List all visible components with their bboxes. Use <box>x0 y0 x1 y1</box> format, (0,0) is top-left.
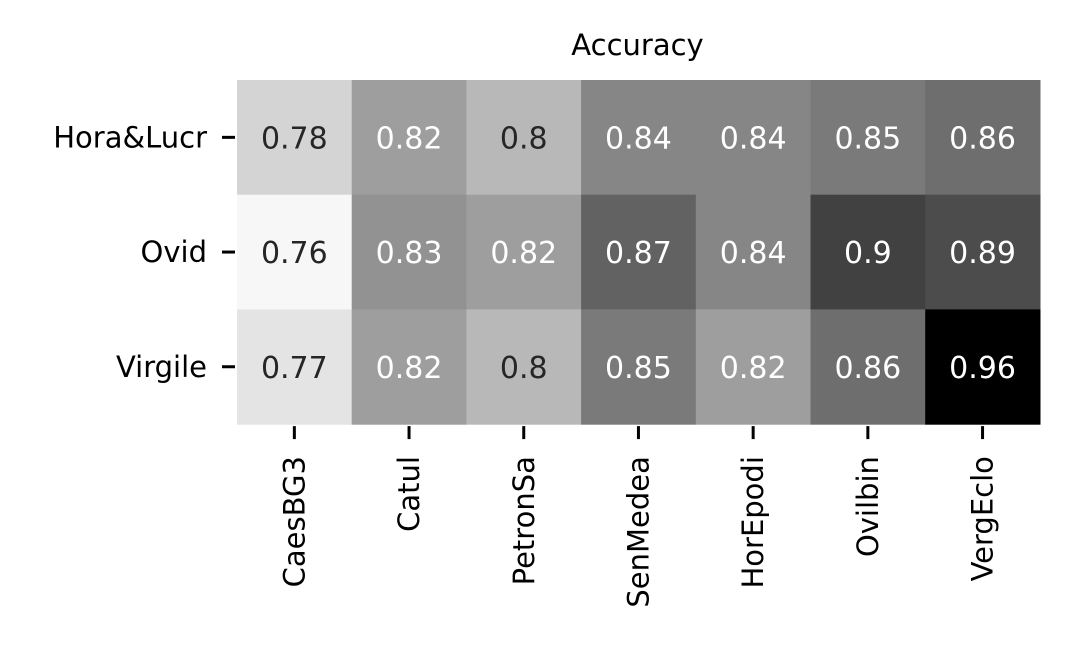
heatmap-cell <box>466 194 582 310</box>
cell-value-label: 0.82 <box>490 236 557 271</box>
axis-ticks: Hora&Lucr Ovid Virgile CaesBG3 Catul PetronSa… <box>53 120 999 607</box>
cell-value-label: 0.85 <box>834 121 901 156</box>
x-tick-label: Ovilbin <box>851 456 885 557</box>
heatmap-cell <box>925 80 1041 196</box>
x-tick-label: PetronSa <box>507 456 541 585</box>
heatmap-cell <box>351 80 467 196</box>
heatmap-cell <box>237 309 353 425</box>
heatmap-cell <box>466 80 582 196</box>
x-tick-label: Catul <box>392 456 426 532</box>
cell-value-label: 0.87 <box>605 236 672 271</box>
cell-value-label: 0.86 <box>949 121 1016 156</box>
cell-value-label: 0.76 <box>261 236 328 271</box>
heatmap-cell <box>695 194 812 310</box>
heatmap-cell <box>925 194 1041 310</box>
x-tick-label: HorEpodi <box>736 456 770 588</box>
x-tick-label: CaesBG3 <box>277 456 311 587</box>
cell-value-label: 0.82 <box>376 121 443 156</box>
heatmap-cell <box>810 80 926 196</box>
cell-value-label: 0.85 <box>605 351 672 386</box>
cell-value-label: 0.8 <box>500 351 548 386</box>
x-tick-label: SenMedea <box>621 456 655 608</box>
cell-value-label: 0.82 <box>720 351 787 386</box>
cell-value-label: 0.84 <box>720 121 787 156</box>
heatmap-cell <box>695 309 812 425</box>
y-tick-label: Hora&Lucr <box>53 120 207 154</box>
heatmap-cell <box>925 309 1041 425</box>
heatmap-cell <box>351 309 467 425</box>
cell-value-label: 0.82 <box>376 351 443 386</box>
heatmap-cell <box>351 194 467 310</box>
heatmap-cell <box>810 194 926 310</box>
heatmap-cell <box>581 194 697 310</box>
heatmap-cell <box>581 309 697 425</box>
cell-value-label: 0.89 <box>949 236 1016 271</box>
heatmap-cell <box>237 194 353 310</box>
heatmap-cell <box>466 309 582 425</box>
cell-value-label: 0.78 <box>261 121 328 156</box>
cell-value-label: 0.84 <box>605 121 672 156</box>
heatmap-cell <box>581 80 697 196</box>
y-tick-label: Ovid <box>141 235 207 269</box>
heatmap-cell <box>695 80 812 196</box>
cell-value-label: 0.77 <box>261 351 328 386</box>
x-tick-label: VergEclo <box>966 456 1000 581</box>
heatmap-cell <box>810 309 926 425</box>
heatmap-cell <box>237 80 353 196</box>
cell-value-label: 0.86 <box>834 351 901 386</box>
cell-value-label: 0.8 <box>500 121 548 156</box>
cell-value-label: 0.84 <box>720 236 787 271</box>
heatmap-cells: 0.78 0.82 0.8 0.84 0.84 0.85 0.86 0.76 0.83 0.82 0… <box>237 80 1041 425</box>
cell-value-label: 0.83 <box>376 236 443 271</box>
chart-title: Accuracy <box>571 28 703 62</box>
cell-value-label: 0.9 <box>844 236 892 271</box>
y-tick-label: Virgile <box>116 350 207 384</box>
cell-value-label: 0.96 <box>949 351 1016 386</box>
